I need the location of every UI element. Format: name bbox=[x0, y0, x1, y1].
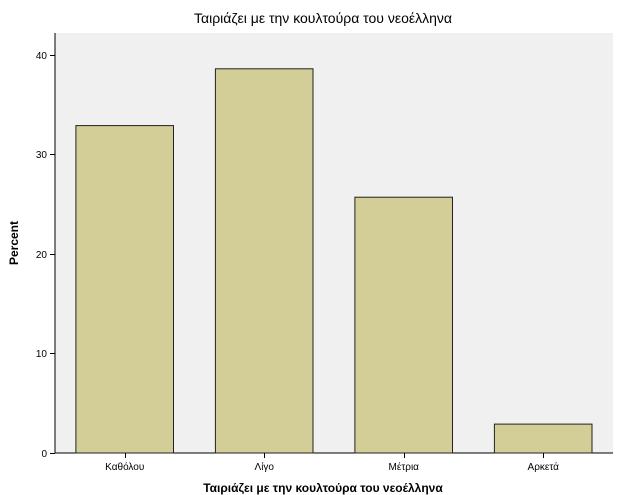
x-tick-label: Αρκετά bbox=[528, 461, 560, 473]
x-axis-ticks: Καθόλου Λίγο Μέτρια Αρκετά bbox=[105, 453, 559, 473]
bars bbox=[75, 68, 593, 454]
y-tick-label: 20 bbox=[36, 250, 48, 261]
y-tick-label: 0 bbox=[41, 449, 47, 460]
x-axis-title: Ταιριάζει με την κουλτούρα του νεοέλληνα bbox=[203, 481, 443, 495]
y-tick-label: 30 bbox=[36, 150, 48, 161]
y-tick-label: 40 bbox=[36, 51, 48, 62]
bar bbox=[354, 196, 453, 454]
x-tick-label: Μέτρια bbox=[389, 461, 420, 473]
y-tick-label: 10 bbox=[36, 349, 48, 360]
x-tick-label: Καθόλου bbox=[105, 461, 144, 473]
chart-title: Ταιριάζει με την κουλτούρα του νεοέλληνα bbox=[194, 10, 452, 26]
bar bbox=[214, 68, 314, 454]
y-axis-title: Percent bbox=[7, 221, 21, 265]
bar bbox=[75, 125, 174, 454]
bar bbox=[493, 423, 593, 454]
x-tick-label: Λίγο bbox=[255, 461, 275, 473]
y-axis-ticks: 0 10 20 30 40 bbox=[36, 51, 55, 460]
